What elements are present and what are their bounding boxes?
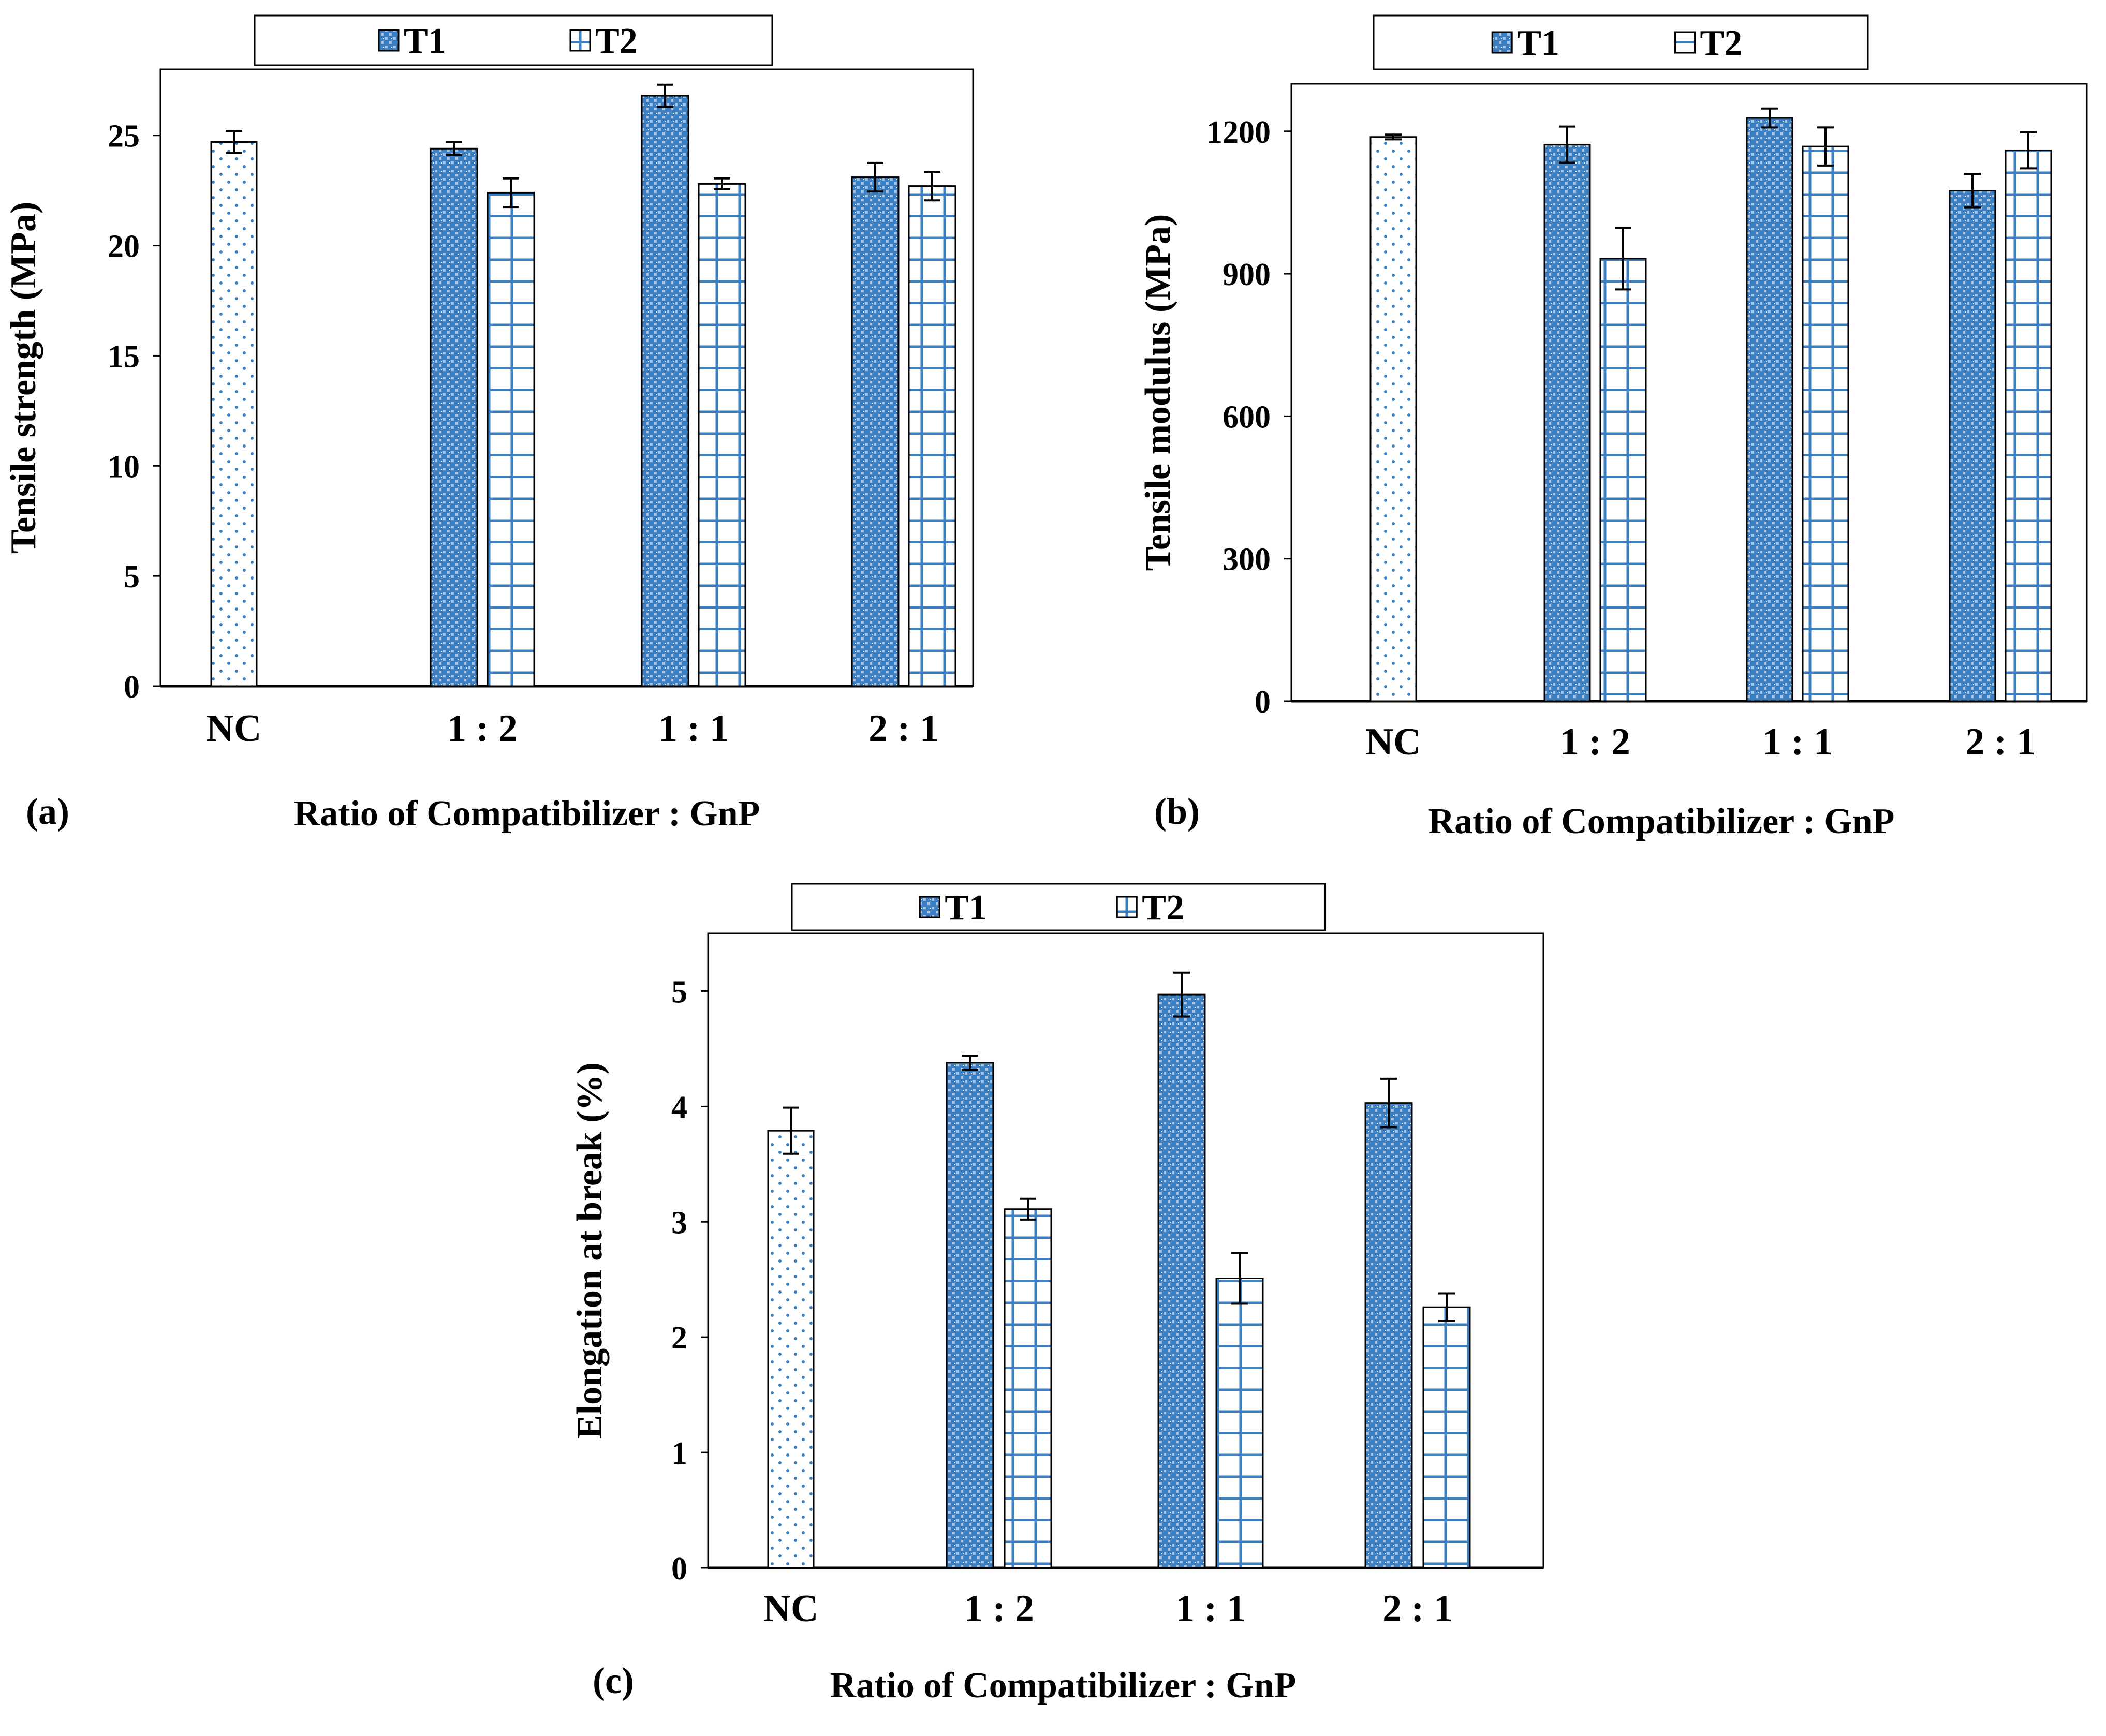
legend-label-t2: T2 xyxy=(1700,23,1743,63)
bar-t1 xyxy=(430,147,478,687)
panel-label: (c) xyxy=(593,1660,634,1701)
x-tick-label: NC xyxy=(763,1587,819,1630)
y-tick-label: 15 xyxy=(108,339,140,374)
x-axis-label: Ratio of Compatibilizer : GnP xyxy=(294,794,760,834)
legend-box xyxy=(791,883,1326,931)
bar-t1 xyxy=(1543,143,1591,702)
y-tick-label: 25 xyxy=(108,119,140,154)
panel-label: (a) xyxy=(26,791,69,832)
y-tick-label: 4 xyxy=(671,1090,687,1125)
legend-swatch-t1 xyxy=(1491,31,1513,54)
x-tick-label: 1 : 2 xyxy=(447,707,518,750)
bar-t2 xyxy=(908,185,956,687)
bar-t2 xyxy=(2005,149,2052,702)
y-tick-label: 10 xyxy=(108,449,140,484)
x-tick-label: 1 : 2 xyxy=(964,1587,1034,1630)
x-tick-label: 1 : 1 xyxy=(658,707,729,750)
y-tick-label: 0 xyxy=(124,670,140,705)
legend-label-t2: T2 xyxy=(1142,888,1184,928)
x-tick-label: 1 : 2 xyxy=(1560,721,1630,763)
legend-label-t1: T1 xyxy=(404,21,446,61)
legend-label-t1: T1 xyxy=(945,888,987,928)
bar-t1 xyxy=(1949,189,1996,702)
y-tick-label: 300 xyxy=(1223,542,1271,577)
x-tick-label: 2 : 1 xyxy=(1965,721,2036,763)
bar-t1 xyxy=(1157,993,1206,1569)
bar-nc xyxy=(767,1130,815,1569)
bar-t2 xyxy=(1422,1306,1471,1569)
legend-box xyxy=(254,14,773,66)
legend-swatch-t1 xyxy=(919,896,940,918)
x-axis-label: Ratio of Compatibilizer : GnP xyxy=(830,1666,1297,1705)
y-tick-label: 900 xyxy=(1223,257,1271,292)
legend-label-t2: T2 xyxy=(595,21,638,61)
bar-t2 xyxy=(1004,1208,1052,1569)
bar-t2 xyxy=(698,183,746,687)
plot-frame xyxy=(707,932,1544,1569)
bar-t2 xyxy=(487,191,535,687)
y-tick-label: 0 xyxy=(1255,685,1271,720)
panel-c: 0 1 2 3 4 5 Elongation at break (%) NC 1 : 2 1 : … xyxy=(570,883,1544,1705)
bar-t2 xyxy=(1802,145,1849,702)
x-tick-label: 2 : 1 xyxy=(868,707,939,750)
legend-swatch-t2 xyxy=(1116,896,1138,918)
y-tick-label: 3 xyxy=(671,1205,687,1240)
y-axis-label: Elongation at break (%) xyxy=(570,1062,610,1439)
bar-nc xyxy=(1369,136,1417,702)
x-tick-label: NC xyxy=(1366,721,1421,763)
y-tick-label: 1 xyxy=(671,1436,687,1471)
y-tick-label: 20 xyxy=(108,229,140,264)
x-axis-label: Ratio of Compatibilizer : GnP xyxy=(1428,802,1895,841)
y-tick-label: 600 xyxy=(1223,399,1271,435)
legend-label-t1: T1 xyxy=(1517,23,1559,63)
x-tick-label: NC xyxy=(207,707,262,750)
bar-nc xyxy=(210,141,258,687)
bar-t2 xyxy=(1215,1277,1264,1569)
y-axis-label: Tensile modulus (MPa) xyxy=(1138,214,1178,571)
y-tick-label: 2 xyxy=(671,1320,687,1356)
x-tick-label: 1 : 1 xyxy=(1762,721,1833,763)
y-axis-label: Tensile strength (MPa) xyxy=(4,202,43,554)
bar-t1 xyxy=(851,176,900,687)
legend-swatch-t2 xyxy=(569,29,591,52)
legend-swatch-t1 xyxy=(378,29,400,52)
x-tick-label: 2 : 1 xyxy=(1382,1587,1453,1630)
legend-box xyxy=(1373,14,1869,70)
legend-swatch-t2 xyxy=(1674,31,1696,54)
y-tick-label: 5 xyxy=(124,559,140,595)
bar-t1 xyxy=(641,95,689,687)
bar-t1 xyxy=(1746,117,1793,702)
y-tick-label: 0 xyxy=(671,1551,687,1586)
panel-label: (b) xyxy=(1154,791,1200,832)
bar-t1 xyxy=(946,1062,994,1569)
bar-t2 xyxy=(1599,258,1647,702)
bar-t1 xyxy=(1364,1102,1413,1569)
y-tick-label: 1200 xyxy=(1206,115,1271,150)
panel-a: 0 5 10 15 20 25 Tensile strength (MPa) NC 1 : 2 1… xyxy=(4,14,974,834)
x-tick-label: 1 : 1 xyxy=(1175,1587,1246,1630)
y-tick-label: 5 xyxy=(671,974,687,1010)
panel-b: 0 300 600 900 1200 Tensile modulus (MPa) NC 1 :… xyxy=(1138,14,2088,841)
